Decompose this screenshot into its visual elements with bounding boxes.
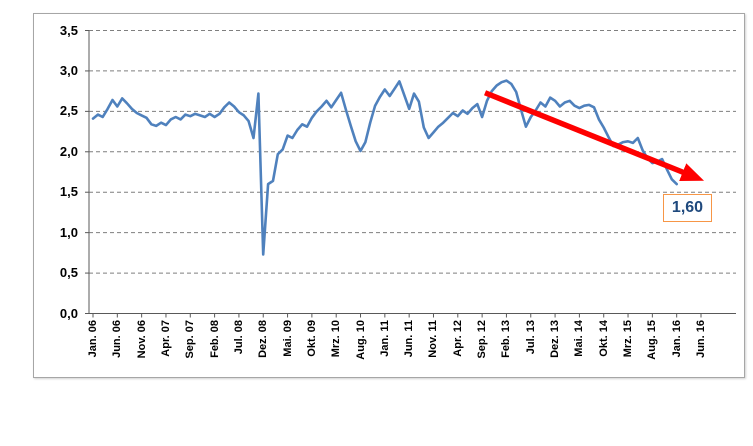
x-axis-label: Nov. 11 <box>427 320 440 358</box>
chart-frame: 1,60 0,0 0,5 1,0 1,5 2,0 2,5 3,0 3,5 Jan. 06 Jun.… <box>33 13 745 378</box>
annotation-label: 1,60 <box>671 199 704 216</box>
x-axis-label: Nov. 06 <box>135 320 148 359</box>
x-axis-label: Sep. 07 <box>184 320 197 359</box>
x-axis-label: Jun. 06 <box>111 320 124 358</box>
x-axis-label: Feb. 13 <box>500 320 513 358</box>
x-axis-label: Aug. 15 <box>646 320 659 360</box>
y-axis-label: 1,5 <box>59 184 78 200</box>
x-axis-label: Jan. 16 <box>670 320 683 358</box>
x-axis-label: Dez. 13 <box>549 320 562 358</box>
annotation-box: 1,60 <box>663 194 712 222</box>
x-axis-label: Okt. 14 <box>597 320 610 357</box>
x-axis-label: Jun. 11 <box>403 320 416 358</box>
y-axis-label: 2,0 <box>59 143 78 159</box>
y-axis-label: 3,5 <box>59 22 78 38</box>
trend-arrow <box>484 90 705 181</box>
axes <box>88 30 736 314</box>
y-axis-label: 1,0 <box>59 224 78 240</box>
y-axis-label: 2,5 <box>59 103 78 119</box>
y-axis-label: 3,0 <box>59 62 78 78</box>
y-axis-label: 0,5 <box>59 265 78 281</box>
plot-area <box>85 30 736 318</box>
x-axis-label: Apr. 12 <box>451 320 464 357</box>
x-axis-label: Apr. 07 <box>159 320 172 357</box>
x-axis-label: Jul. 08 <box>232 320 245 355</box>
y-axis-label: 0,0 <box>59 305 78 321</box>
x-axis-label: Mrz. 10 <box>330 320 343 358</box>
x-axis-label: Jul. 13 <box>524 320 537 355</box>
gridlines <box>89 30 736 274</box>
x-axis-label: Mrz. 15 <box>622 320 635 358</box>
x-axis-label: Mai. 09 <box>281 320 294 357</box>
x-axis-label: Dez. 08 <box>257 320 270 358</box>
x-axis-label: Jan. 06 <box>87 320 99 358</box>
x-axis-label: Jun. 16 <box>695 320 707 358</box>
data-line <box>91 79 679 256</box>
x-axis-label: Feb. 08 <box>208 320 221 358</box>
x-axis-label: Sep. 12 <box>476 320 489 359</box>
axis-ticks <box>85 30 702 318</box>
x-axis-label: Okt. 09 <box>305 320 318 357</box>
x-axis-label: Aug. 10 <box>354 320 367 360</box>
x-axis-label: Jan. 11 <box>378 320 391 357</box>
x-axis-label: Mai. 14 <box>573 320 586 357</box>
